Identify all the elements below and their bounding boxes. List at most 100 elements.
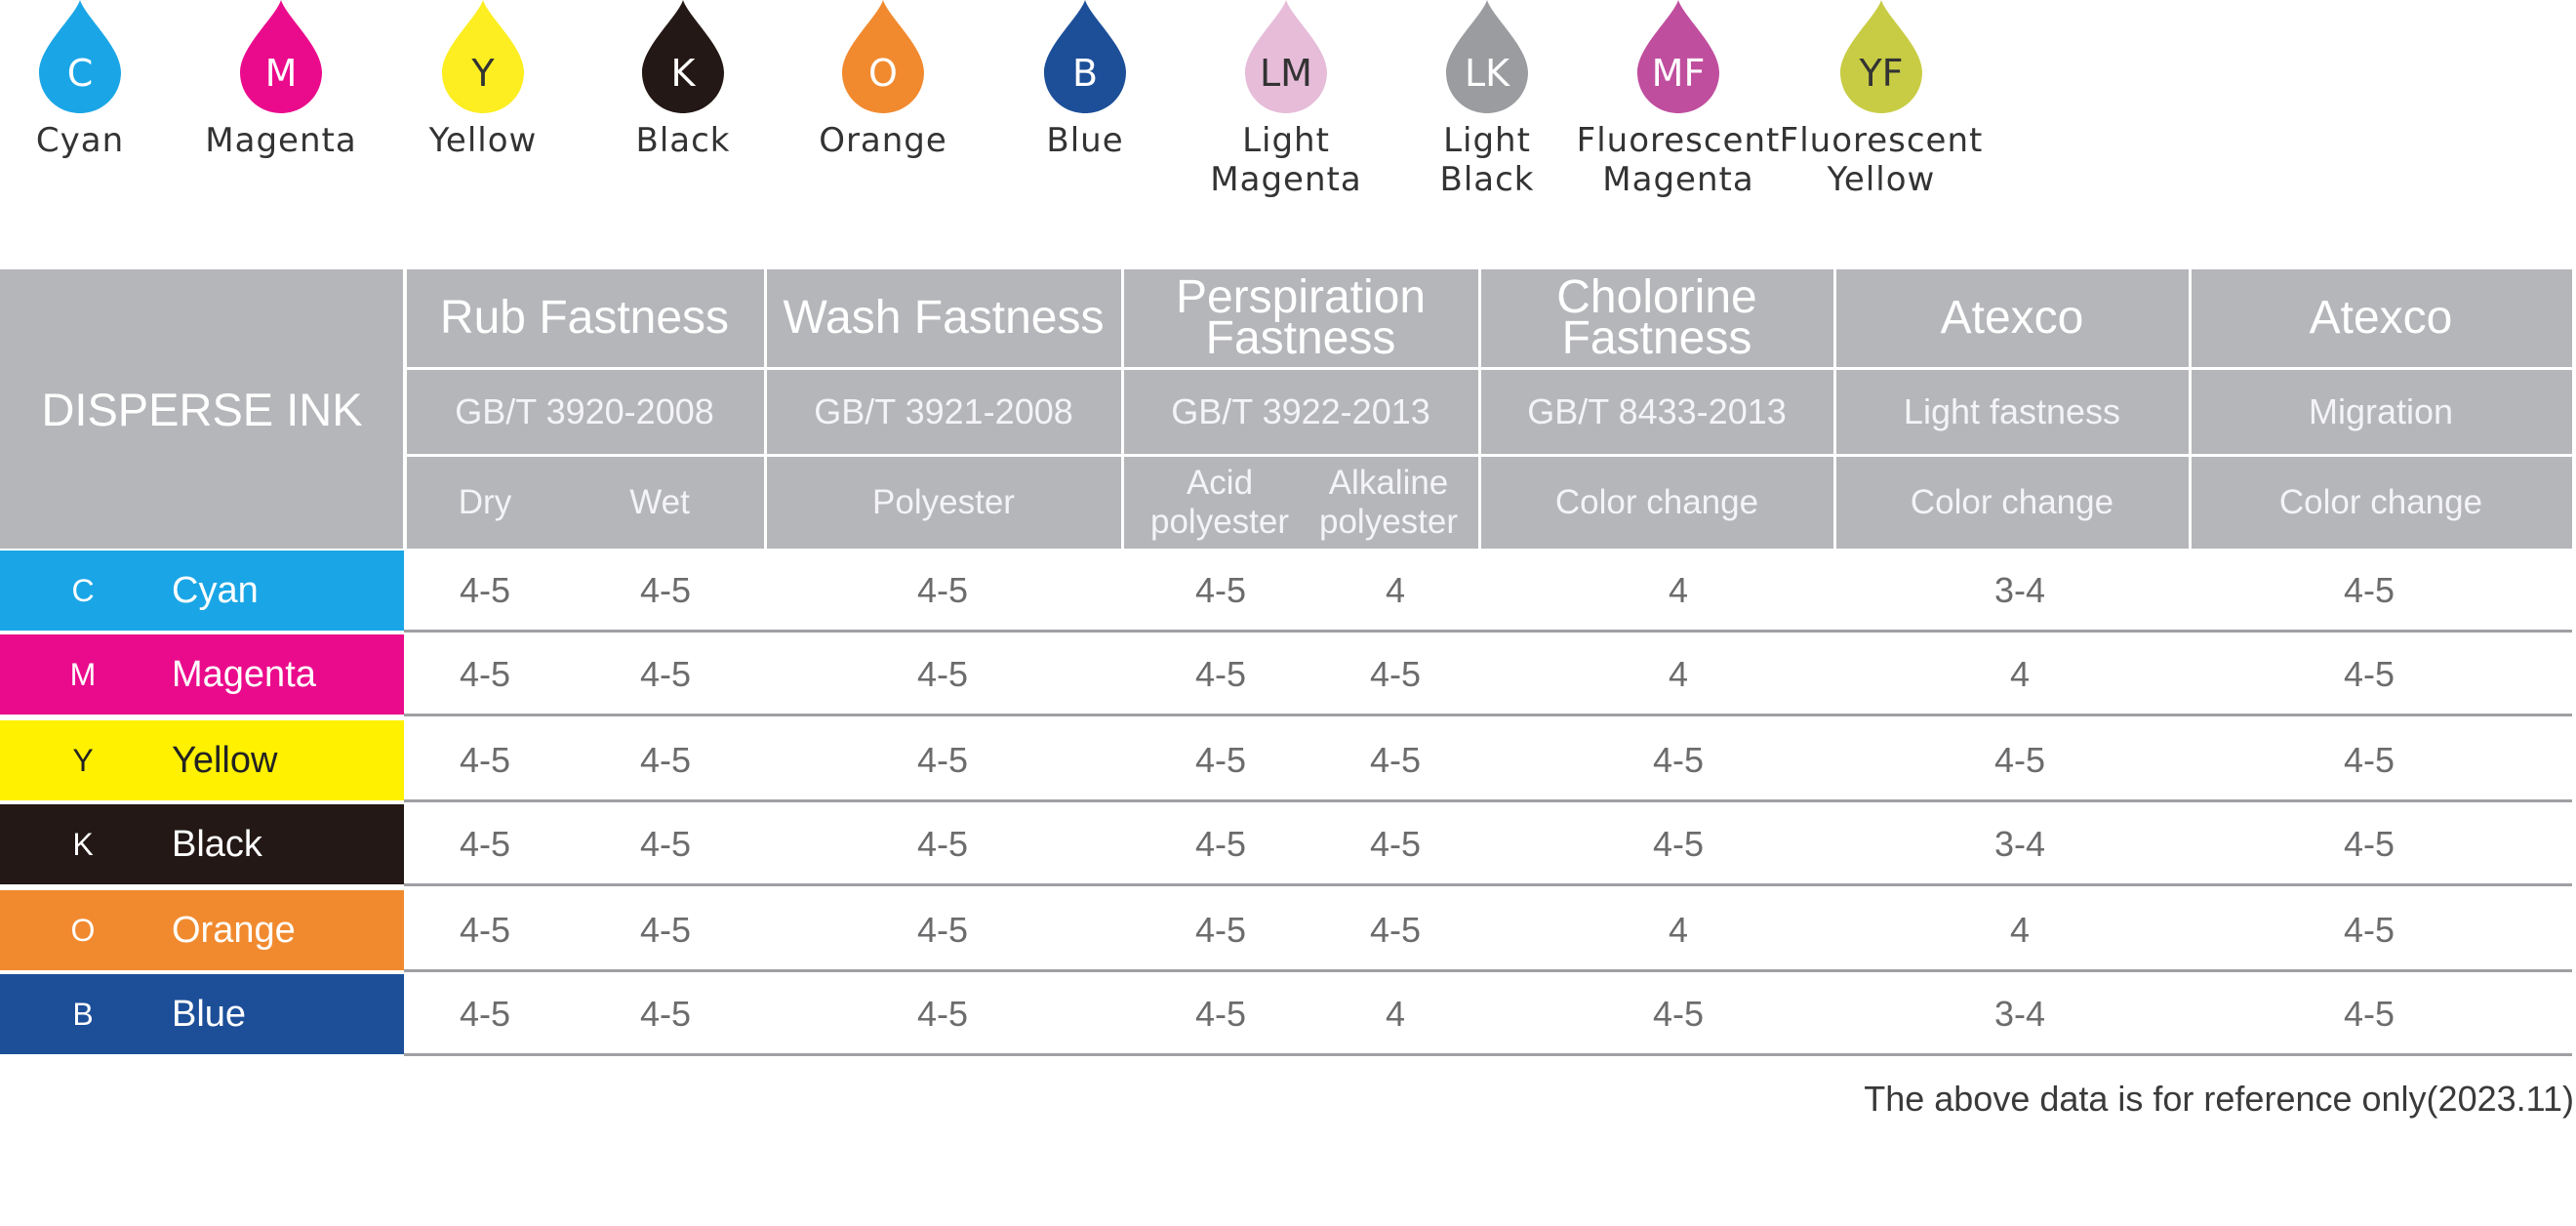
ink-drop-name: Orange: [819, 121, 947, 160]
ink-drop-name: Light Magenta: [1210, 121, 1362, 199]
row-color-name: Blue: [172, 994, 247, 1035]
rating-value: 4-5: [2343, 910, 2395, 950]
column-standard: GB/T 3921-2008: [814, 391, 1073, 431]
rating-value: 4-5: [916, 654, 969, 694]
ink-drop-name: Magenta: [205, 121, 357, 160]
header-divider: [764, 269, 767, 549]
column-subheader: Color change: [1554, 483, 1759, 521]
column-subheader: Color change: [2278, 483, 2483, 521]
ink-drop-code: K: [670, 52, 696, 95]
ink-drop-code: B: [1071, 52, 1099, 95]
header-divider: [2189, 269, 2192, 549]
reference-footnote: The above data is for reference only(202…: [1864, 1079, 2574, 1119]
rating-value: 4-5: [916, 910, 969, 950]
column-subheader: Acid polyester: [1149, 464, 1290, 541]
ink-drop-code: YF: [1859, 52, 1904, 95]
rating-value: 4-5: [1652, 994, 1705, 1034]
ink-drop-code: Y: [471, 52, 495, 95]
ink-drop-k: K Black: [581, 0, 785, 160]
ink-drop-icon: YF: [1840, 0, 1922, 113]
ink-drop-name: Fluorescent Magenta: [1576, 121, 1781, 199]
table-header: [0, 269, 2572, 549]
rating-value: 4-5: [1369, 740, 1422, 780]
column-group-title: Perspiration Fastness: [1175, 271, 1427, 364]
ink-drop-o: O Orange: [781, 0, 986, 160]
rating-value: 4-5: [1194, 654, 1247, 694]
column-subheader: Dry: [458, 483, 512, 521]
rating-value: 4-5: [1369, 824, 1422, 864]
rating-value: 4-5: [1194, 740, 1247, 780]
ink-drop-icon: LM: [1245, 0, 1327, 113]
ink-drop-icon: LK: [1446, 0, 1528, 113]
row-color-name: Yellow: [172, 740, 278, 781]
column-group-title: Atexco: [1940, 292, 2084, 344]
ink-drop-code: MF: [1651, 52, 1706, 95]
row-color-code: K: [72, 827, 94, 862]
rating-value: 4-5: [459, 570, 511, 610]
ink-drop-mf: MF Fluorescent Magenta: [1576, 0, 1781, 199]
ink-drop-name: Yellow: [428, 121, 538, 160]
rating-value: 4-5: [1993, 740, 2046, 780]
rating-value: 3-4: [1993, 570, 2046, 610]
row-divider: [404, 969, 2572, 972]
ink-drop-name: Cyan: [35, 121, 125, 160]
row-color-swatch: K Black: [0, 804, 404, 884]
column-subheader: Alkaline polyester: [1318, 464, 1459, 541]
row-color-code: B: [72, 997, 94, 1032]
row-color-swatch: M Magenta: [0, 634, 404, 715]
row-color-code: Y: [72, 743, 94, 778]
row-color-code: C: [71, 573, 95, 608]
rating-value: 4-5: [1369, 654, 1422, 694]
rating-value: 4-5: [459, 910, 511, 950]
rating-value: 4-5: [1652, 740, 1705, 780]
header-divider: [1121, 269, 1124, 549]
ink-drop-lk: LK Light Black: [1385, 0, 1590, 199]
ink-drop-icon: Y: [442, 0, 524, 113]
rating-value: 4-5: [1194, 994, 1247, 1034]
rating-value: 4-5: [639, 654, 692, 694]
row-color-name: Magenta: [172, 654, 316, 695]
rating-value: 4-5: [916, 570, 969, 610]
ink-drop-yf: YF Fluorescent Yellow: [1779, 0, 1984, 199]
ink-drop-icon: K: [642, 0, 724, 113]
rating-value: 4-5: [2343, 994, 2395, 1034]
rating-value: 4: [1385, 570, 1406, 610]
row-color-swatch: O Orange: [0, 890, 404, 970]
ink-drop-name: Black: [635, 121, 731, 160]
rating-value: 4: [1668, 570, 1689, 610]
column-group-title: Atexco: [2309, 292, 2453, 344]
table-row: O Orange 4-5 4-5 4-5 4-5 4-5 4 4 4-5: [0, 888, 2572, 972]
rating-value: 4-5: [639, 570, 692, 610]
ink-drop-name: Light Black: [1439, 121, 1535, 199]
ink-drop-name: Blue: [1046, 121, 1124, 160]
column-subheader: Color change: [1910, 483, 2114, 521]
ink-color-legend: C Cyan M Magenta Y Yellow K Black O Orange B Blue LM…: [0, 0, 2049, 234]
ink-drop-m: M Magenta: [179, 0, 383, 160]
ink-drop-icon: M: [240, 0, 322, 113]
ink-drop-icon: B: [1044, 0, 1126, 113]
rating-value: 4-5: [2343, 824, 2395, 864]
rating-value: 4: [2009, 910, 2031, 950]
column-standard: GB/T 8433-2013: [1527, 391, 1787, 431]
rating-value: 4-5: [916, 994, 969, 1034]
ink-drop-code: C: [66, 52, 94, 95]
rating-value: 4-5: [916, 824, 969, 864]
rating-value: 4-5: [2343, 740, 2395, 780]
rating-value: 4-5: [459, 740, 511, 780]
column-standard: GB/T 3922-2013: [1171, 391, 1430, 431]
ink-drop-code: M: [264, 52, 298, 95]
rating-value: 4-5: [1194, 570, 1247, 610]
row-color-code: M: [69, 657, 97, 692]
row-color-swatch: Y Yellow: [0, 720, 404, 800]
row-color-name: Cyan: [172, 570, 259, 611]
rating-value: 4-5: [1194, 910, 1247, 950]
row-divider: [404, 1053, 2572, 1056]
rating-value: 4-5: [639, 994, 692, 1034]
rating-value: 4: [1385, 994, 1406, 1034]
column-standard: Migration: [2308, 391, 2454, 431]
column-subheader: Polyester: [872, 483, 1015, 521]
rating-value: 4: [2009, 654, 2031, 694]
header-divider: [1478, 269, 1481, 549]
rating-value: 4-5: [639, 910, 692, 950]
header-divider: [404, 367, 2572, 370]
